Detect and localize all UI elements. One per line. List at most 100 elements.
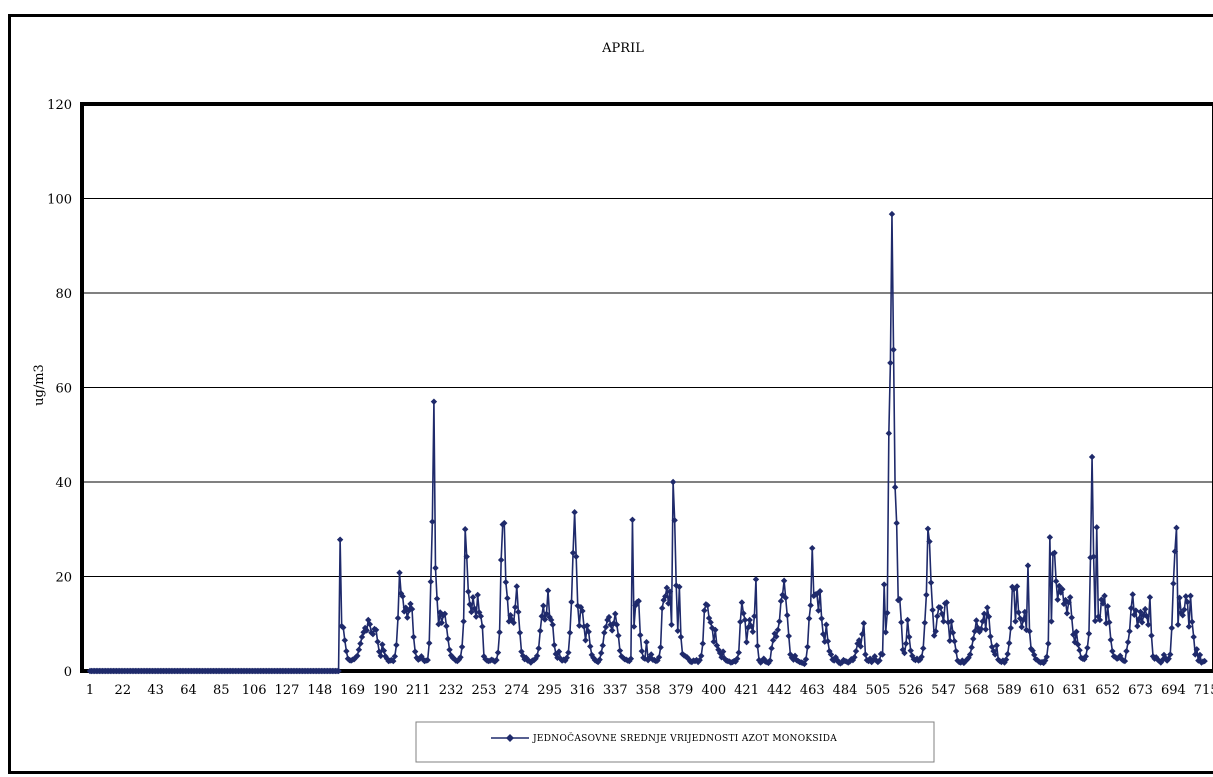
data-point xyxy=(428,578,434,584)
x-tick-label: 22 xyxy=(115,683,132,698)
data-point xyxy=(432,565,438,571)
data-point xyxy=(743,639,749,645)
data-point xyxy=(462,526,468,532)
data-point xyxy=(1004,651,1010,657)
data-point xyxy=(460,618,466,624)
data-point xyxy=(431,398,437,404)
data-point xyxy=(540,603,546,609)
data-point xyxy=(807,602,813,608)
x-tick-label: 43 xyxy=(147,683,164,698)
data-point xyxy=(337,536,343,542)
data-point xyxy=(498,557,504,563)
x-tick-label: 1 xyxy=(86,683,94,698)
y-tick-label: 120 xyxy=(47,98,72,113)
data-point xyxy=(1125,639,1131,645)
data-point xyxy=(736,649,742,655)
y-axis-label: ug/m3 xyxy=(32,364,47,406)
x-axis-ticks: 1 22 43 64 85 106 127 148 169 190 211 232 253 274 295 3… xyxy=(86,683,1213,698)
data-point xyxy=(479,623,485,629)
y-axis-ticks: 0 20 40 60 80 100 120 xyxy=(47,98,72,680)
data-point xyxy=(657,644,663,650)
x-tick-label: 85 xyxy=(213,683,230,698)
x-tick-label: 274 xyxy=(504,683,529,698)
data-point xyxy=(412,648,418,654)
chart-area: APRIL 0 20 40 60 80 100 120 1 22 43 64 85 106 127 148… xyxy=(8,14,1213,774)
gridlines xyxy=(82,199,1213,577)
data-point xyxy=(1175,621,1181,627)
data-point xyxy=(1006,640,1012,646)
data-point xyxy=(535,645,541,651)
data-point xyxy=(495,649,501,655)
data-point xyxy=(1173,525,1179,531)
data-point xyxy=(396,570,402,576)
data-point xyxy=(576,622,582,628)
data-point xyxy=(643,639,649,645)
data-point xyxy=(1025,562,1031,568)
data-point xyxy=(987,633,993,639)
data-point xyxy=(393,642,399,648)
data-point xyxy=(1169,625,1175,631)
data-point xyxy=(887,360,893,366)
data-point xyxy=(446,647,452,653)
x-tick-label: 526 xyxy=(898,683,923,698)
data-point xyxy=(804,644,810,650)
data-point xyxy=(922,620,928,626)
x-tick-label: 232 xyxy=(439,683,464,698)
series-no-hourly xyxy=(87,211,1208,674)
legend-series-label: JEDNOČASOVNE SREDNJE VRIJEDNOSTI AZOT MO… xyxy=(532,732,837,744)
data-point xyxy=(515,609,521,615)
x-tick-label: 589 xyxy=(997,683,1022,698)
data-point xyxy=(565,649,571,655)
data-point xyxy=(1076,647,1082,653)
y-tick-label: 80 xyxy=(55,287,72,302)
data-point xyxy=(601,630,607,636)
data-point xyxy=(504,595,510,601)
x-tick-label: 127 xyxy=(275,683,300,698)
data-point xyxy=(1089,454,1095,460)
data-point xyxy=(928,579,934,585)
data-point xyxy=(465,588,471,594)
x-tick-label: 211 xyxy=(406,683,431,698)
data-point xyxy=(861,620,867,626)
x-tick-label: 631 xyxy=(1062,683,1087,698)
data-point xyxy=(571,509,577,515)
data-point xyxy=(1047,534,1053,540)
data-point xyxy=(893,520,899,526)
chart-svg: APRIL 020406080100120 1 22 43 64 85 106 127 148… xyxy=(11,17,1213,777)
data-point xyxy=(1094,524,1100,530)
data-point xyxy=(1108,637,1114,643)
data-point xyxy=(609,627,615,633)
data-point xyxy=(973,617,979,623)
y-tick-label: 100 xyxy=(47,193,72,208)
data-point xyxy=(1045,640,1051,646)
x-tick-label: 190 xyxy=(373,683,398,698)
x-tick-label: 547 xyxy=(931,683,956,698)
data-point xyxy=(434,596,440,602)
data-point xyxy=(778,598,784,604)
data-point xyxy=(356,647,362,653)
x-tick-label: 442 xyxy=(767,683,792,698)
data-point xyxy=(925,526,931,532)
data-point xyxy=(747,617,753,623)
data-point xyxy=(1130,591,1136,597)
data-point xyxy=(983,626,989,632)
x-tick-label: 610 xyxy=(1030,683,1055,698)
data-point xyxy=(929,607,935,613)
data-point xyxy=(343,648,349,654)
data-point xyxy=(659,605,665,611)
data-point xyxy=(1190,634,1196,640)
data-point xyxy=(818,615,824,621)
x-tick-label: 148 xyxy=(307,683,332,698)
x-tick-label: 484 xyxy=(833,683,858,698)
data-point xyxy=(1186,623,1192,629)
data-point xyxy=(407,601,413,607)
data-point xyxy=(459,644,465,650)
data-point xyxy=(1053,578,1059,584)
data-point xyxy=(968,644,974,650)
data-point xyxy=(853,648,859,654)
x-tick-label: 253 xyxy=(472,683,497,698)
data-point xyxy=(806,615,812,621)
data-point xyxy=(1187,593,1193,599)
data-point xyxy=(768,645,774,651)
data-point xyxy=(781,578,787,584)
